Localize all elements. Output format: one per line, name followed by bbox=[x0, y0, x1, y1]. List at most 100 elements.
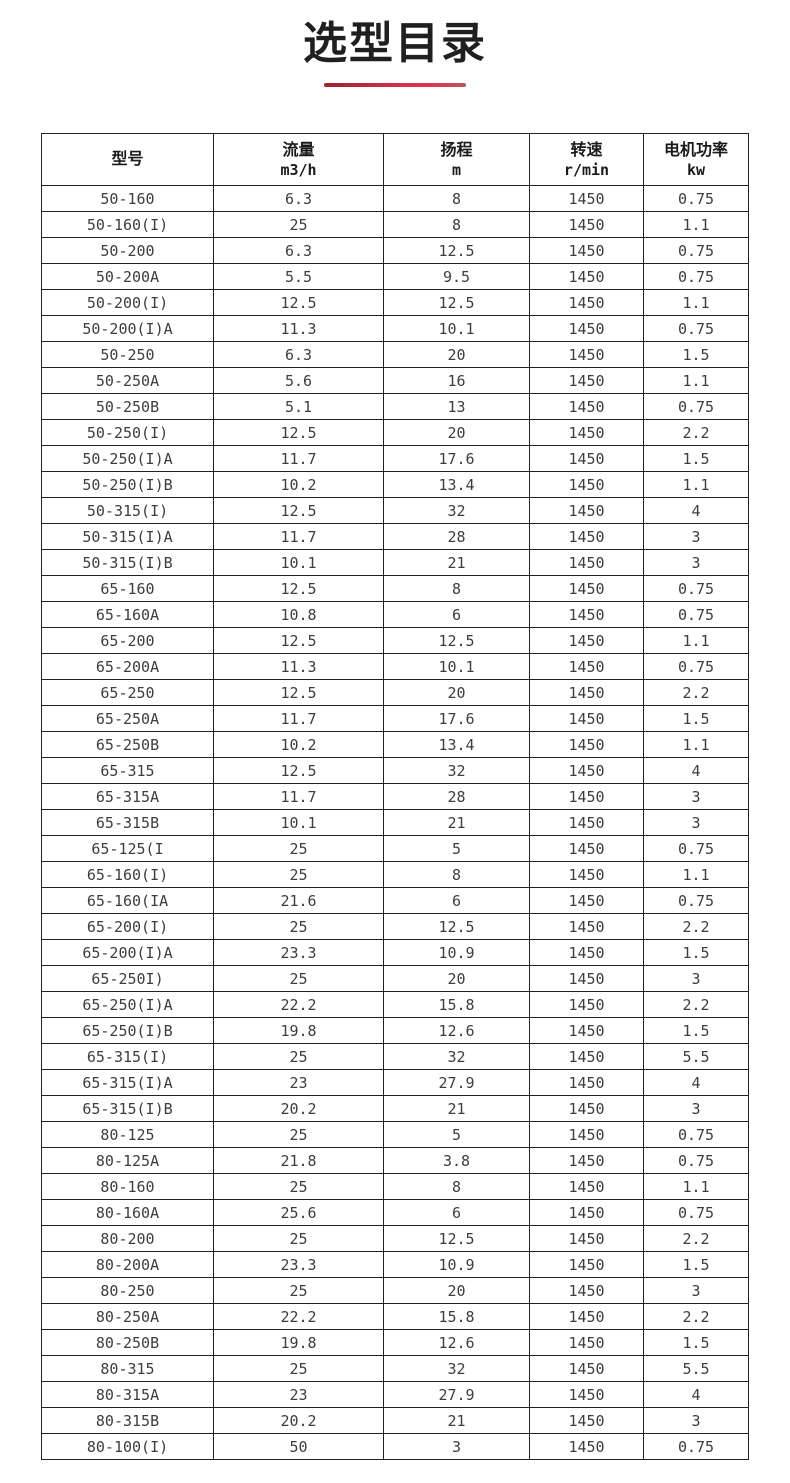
value-cell: 1450 bbox=[529, 237, 644, 265]
value-cell: 32 bbox=[383, 1043, 530, 1071]
table-row: 65-315(I) 25 32 1450 5.5 bbox=[41, 1043, 749, 1071]
value-cell: 20 bbox=[383, 679, 530, 707]
value-cell: 5 bbox=[383, 1121, 530, 1149]
value-cell: 3 bbox=[643, 965, 749, 993]
catalog-page: 选型目录 型号 流量 m3/h 扬程 m 转速 bbox=[0, 19, 790, 1461]
value-cell: 1450 bbox=[529, 263, 644, 291]
value-cell: 8 bbox=[383, 185, 530, 213]
table-row: 50-160(I) 25 8 1450 1.1 bbox=[41, 211, 749, 239]
value-cell: 1450 bbox=[529, 315, 644, 343]
value-cell: 20 bbox=[383, 419, 530, 447]
value-cell: 0.75 bbox=[643, 315, 749, 343]
model-cell: 65-160A bbox=[41, 601, 214, 629]
value-cell: 0.75 bbox=[643, 185, 749, 213]
value-cell: 1450 bbox=[529, 1329, 644, 1357]
model-cell: 65-200 bbox=[41, 627, 214, 655]
table-row: 65-250 12.5 20 1450 2.2 bbox=[41, 679, 749, 707]
value-cell: 8 bbox=[383, 211, 530, 239]
table-body: 50-160 6.3 8 1450 0.75 50-160(I) 25 8 1450 1.1 50-… bbox=[41, 185, 749, 1461]
value-cell: 5.5 bbox=[213, 263, 384, 291]
column-label: 电机功率 bbox=[663, 139, 728, 159]
column-unit: kw bbox=[686, 160, 706, 179]
table-row: 50-160 6.3 8 1450 0.75 bbox=[41, 185, 749, 213]
model-cell: 80-160 bbox=[41, 1173, 214, 1201]
table-row: 50-250B 5.1 13 1450 0.75 bbox=[41, 393, 749, 421]
value-cell: 11.7 bbox=[213, 705, 384, 733]
value-cell: 13.4 bbox=[383, 731, 530, 759]
model-cell: 50-200A bbox=[41, 263, 214, 291]
value-cell: 0.75 bbox=[643, 601, 749, 629]
table-row: 65-200A 11.3 10.1 1450 0.75 bbox=[41, 653, 749, 681]
value-cell: 1450 bbox=[529, 913, 644, 941]
value-cell: 12.5 bbox=[213, 627, 384, 655]
table-row: 50-315(I)A 11.7 28 1450 3 bbox=[41, 523, 749, 551]
model-cell: 65-250I) bbox=[41, 965, 214, 993]
value-cell: 0.75 bbox=[643, 263, 749, 291]
model-cell: 65-315 bbox=[41, 757, 214, 785]
table-row: 65-250(I)A 22.2 15.8 1450 2.2 bbox=[41, 991, 749, 1019]
model-cell: 65-250B bbox=[41, 731, 214, 759]
value-cell: 3 bbox=[643, 809, 749, 837]
table-row: 65-200(I)A 23.3 10.9 1450 1.5 bbox=[41, 939, 749, 967]
table-row: 65-160A 10.8 6 1450 0.75 bbox=[41, 601, 749, 629]
table-row: 80-315B 20.2 21 1450 3 bbox=[41, 1407, 749, 1435]
value-cell: 1.1 bbox=[643, 861, 749, 889]
model-cell: 50-160(I) bbox=[41, 211, 214, 239]
value-cell: 1450 bbox=[529, 1017, 644, 1045]
value-cell: 21 bbox=[383, 549, 530, 577]
value-cell: 1450 bbox=[529, 783, 644, 811]
value-cell: 12.5 bbox=[213, 497, 384, 525]
column-header-speed: 转速 r/min bbox=[529, 133, 644, 187]
table-row: 65-315 12.5 32 1450 4 bbox=[41, 757, 749, 785]
table-row: 80-160 25 8 1450 1.1 bbox=[41, 1173, 749, 1201]
table-row: 50-250 6.3 20 1450 1.5 bbox=[41, 341, 749, 369]
value-cell: 17.6 bbox=[383, 445, 530, 473]
value-cell: 13.4 bbox=[383, 471, 530, 499]
value-cell: 3.8 bbox=[383, 1147, 530, 1175]
table-row: 50-250(I)A 11.7 17.6 1450 1.5 bbox=[41, 445, 749, 473]
value-cell: 10.2 bbox=[213, 471, 384, 499]
value-cell: 2.2 bbox=[643, 913, 749, 941]
table-row: 65-250B 10.2 13.4 1450 1.1 bbox=[41, 731, 749, 759]
value-cell: 6 bbox=[383, 601, 530, 629]
value-cell: 25 bbox=[213, 1121, 384, 1149]
value-cell: 12.5 bbox=[213, 575, 384, 603]
value-cell: 32 bbox=[383, 497, 530, 525]
value-cell: 25 bbox=[213, 211, 384, 239]
table-row: 65-160(I) 25 8 1450 1.1 bbox=[41, 861, 749, 889]
value-cell: 0.75 bbox=[643, 1147, 749, 1175]
model-cell: 80-160A bbox=[41, 1199, 214, 1227]
value-cell: 28 bbox=[383, 523, 530, 551]
table-row: 65-315A 11.7 28 1450 3 bbox=[41, 783, 749, 811]
value-cell: 9.5 bbox=[383, 263, 530, 291]
value-cell: 1.1 bbox=[643, 731, 749, 759]
value-cell: 1450 bbox=[529, 887, 644, 915]
column-header-motor-power: 电机功率 kw bbox=[643, 133, 749, 187]
model-cell: 50-315(I) bbox=[41, 497, 214, 525]
value-cell: 0.75 bbox=[643, 887, 749, 915]
table-row: 80-160A 25.6 6 1450 0.75 bbox=[41, 1199, 749, 1227]
value-cell: 3 bbox=[643, 1277, 749, 1305]
value-cell: 1450 bbox=[529, 1069, 644, 1097]
value-cell: 1450 bbox=[529, 341, 644, 369]
value-cell: 1450 bbox=[529, 289, 644, 317]
table-row: 65-200 12.5 12.5 1450 1.1 bbox=[41, 627, 749, 655]
model-cell: 80-315 bbox=[41, 1355, 214, 1383]
value-cell: 17.6 bbox=[383, 705, 530, 733]
model-cell: 50-250A bbox=[41, 367, 214, 395]
value-cell: 4 bbox=[643, 1381, 749, 1409]
value-cell: 1.5 bbox=[643, 939, 749, 967]
value-cell: 5 bbox=[383, 835, 530, 863]
value-cell: 2.2 bbox=[643, 991, 749, 1019]
value-cell: 1450 bbox=[529, 211, 644, 239]
value-cell: 1450 bbox=[529, 1199, 644, 1227]
value-cell: 1450 bbox=[529, 367, 644, 395]
value-cell: 25 bbox=[213, 861, 384, 889]
model-cell: 65-315A bbox=[41, 783, 214, 811]
model-cell: 65-200A bbox=[41, 653, 214, 681]
value-cell: 12.5 bbox=[213, 679, 384, 707]
value-cell: 8 bbox=[383, 1173, 530, 1201]
value-cell: 28 bbox=[383, 783, 530, 811]
value-cell: 0.75 bbox=[643, 575, 749, 603]
table-row: 50-315(I)B 10.1 21 1450 3 bbox=[41, 549, 749, 577]
